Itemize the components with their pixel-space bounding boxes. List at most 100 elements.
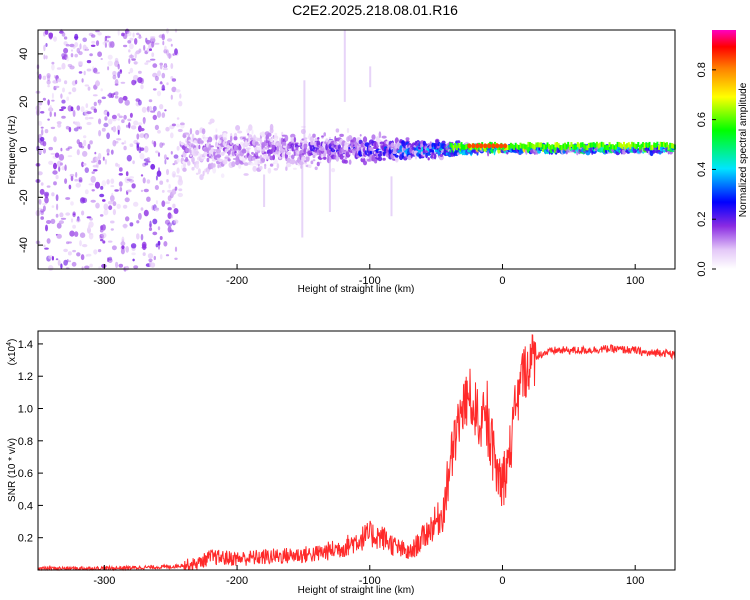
spectrogram-cell xyxy=(70,218,74,223)
spectrogram-cell xyxy=(71,261,77,267)
spectrogram-cell xyxy=(79,240,82,247)
spectrogram-cell xyxy=(103,203,109,211)
spectrogram-cell xyxy=(136,133,140,140)
spectrogram-cell xyxy=(138,99,142,106)
spectrogram-hotspot xyxy=(483,143,488,149)
spectrogram-cell xyxy=(272,154,276,160)
spectrogram-cell xyxy=(101,96,107,100)
spectrogram-cell xyxy=(72,110,76,117)
spectrogram-cell xyxy=(164,159,167,165)
spectrogram-cell xyxy=(49,111,52,118)
spectrogram-x-label: Height of straight line (km) xyxy=(298,284,415,295)
spectrogram-cell xyxy=(291,154,295,160)
spectrogram-cell xyxy=(71,87,77,93)
spectrogram-cell xyxy=(63,53,68,60)
spectrogram-cell xyxy=(170,94,173,100)
spectrogram-cell xyxy=(233,136,238,141)
spectrogram-cell xyxy=(178,175,183,183)
spectrogram-band xyxy=(454,142,457,148)
spectrogram-cell xyxy=(81,78,84,83)
spectrogram-band xyxy=(583,143,586,149)
spectrogram-cell xyxy=(286,157,291,163)
spectrogram-cell xyxy=(98,99,101,106)
spectrogram-cell xyxy=(59,212,64,218)
spectrogram-band xyxy=(658,144,660,150)
spectrogram-cell xyxy=(100,58,103,60)
spectrogram-cell xyxy=(166,157,169,160)
spectrogram-cell xyxy=(182,167,187,172)
spectrogram-cell xyxy=(120,248,125,255)
spectrogram-cell xyxy=(422,140,427,146)
spectrogram-cell xyxy=(427,157,430,161)
spectrogram-cell xyxy=(309,136,314,143)
spectrogram-cell xyxy=(141,241,147,249)
spectrogram-cell xyxy=(55,194,59,202)
spectrogram-cell xyxy=(273,159,278,165)
spectrogram-cell xyxy=(65,197,71,200)
spectrogram-band xyxy=(517,145,520,150)
spectrogram-cell xyxy=(74,53,78,58)
spectrogram-cell xyxy=(303,137,308,140)
spectrogram-cell xyxy=(212,167,217,174)
spectrogram-cell xyxy=(78,51,83,56)
y-tick-label: 1.2 xyxy=(18,371,33,383)
spectrogram-cell xyxy=(292,167,297,170)
spectrogram-band xyxy=(661,142,664,147)
spectrogram-cell xyxy=(439,153,444,157)
spectrogram-cell xyxy=(405,137,410,141)
spectrogram-cell xyxy=(312,159,316,162)
spectrogram-cell xyxy=(117,163,120,168)
spectrogram-cell xyxy=(51,255,55,261)
spectrogram-cell xyxy=(142,252,146,256)
spectrogram-cell xyxy=(159,63,163,70)
spectrogram-cell xyxy=(128,49,131,53)
spectrogram-cell xyxy=(164,109,167,112)
spectrogram-cell xyxy=(217,164,220,169)
spectrogram-cell xyxy=(171,86,177,93)
spectrogram-cell xyxy=(138,48,142,53)
spectrogram-cell xyxy=(165,254,170,257)
spectrogram-cell xyxy=(286,151,292,156)
spectrogram-cell xyxy=(133,61,139,64)
spectrogram-band xyxy=(551,144,554,150)
spectrogram-cell xyxy=(87,143,91,150)
spectrogram-cell xyxy=(165,201,170,204)
spectrogram-cell xyxy=(371,134,376,140)
spectrogram-cell xyxy=(88,221,94,228)
spectrogram-cell xyxy=(46,185,51,188)
spectrogram-cell xyxy=(244,140,248,146)
spectrogram-cell xyxy=(115,162,119,167)
spectrogram-band xyxy=(629,144,632,150)
spectrogram-cell xyxy=(129,37,134,41)
spectrogram-cell xyxy=(90,44,96,47)
spectrogram-cell xyxy=(60,263,63,269)
spectrogram-cell xyxy=(66,56,70,62)
spectrogram-cell xyxy=(206,157,210,163)
spectrogram-cell xyxy=(82,150,88,157)
spectrogram-cell xyxy=(276,163,280,169)
spectrogram-cell xyxy=(72,45,76,49)
spectrogram-cell xyxy=(222,159,228,165)
x-tick-label: -200 xyxy=(226,275,248,287)
spectrogram-cell xyxy=(107,240,113,243)
spectrogram-cell xyxy=(76,105,81,111)
spectrogram-cell xyxy=(60,93,63,99)
spectrogram-band xyxy=(564,142,567,148)
spectrogram-cell xyxy=(145,60,151,63)
spectrogram-cell xyxy=(189,154,193,157)
spectrogram-cell xyxy=(118,263,124,268)
spectrogram-cell xyxy=(153,140,157,148)
spectrogram-cell xyxy=(159,180,164,185)
spectrogram-cell xyxy=(297,143,301,146)
spectrogram-cell xyxy=(150,110,156,113)
spectrogram-cell xyxy=(103,209,109,216)
spectrogram-cell xyxy=(53,181,57,186)
spectrogram-cell xyxy=(243,173,249,176)
spectrogram-cell xyxy=(54,85,60,89)
spectrogram-cell xyxy=(104,116,108,121)
spectrogram-band xyxy=(560,145,563,151)
spectrogram-band xyxy=(546,142,549,148)
spectrogram-cell xyxy=(191,156,195,163)
spectrogram-band xyxy=(457,143,460,148)
colorbar-tick-label: 0.0 xyxy=(696,261,708,276)
